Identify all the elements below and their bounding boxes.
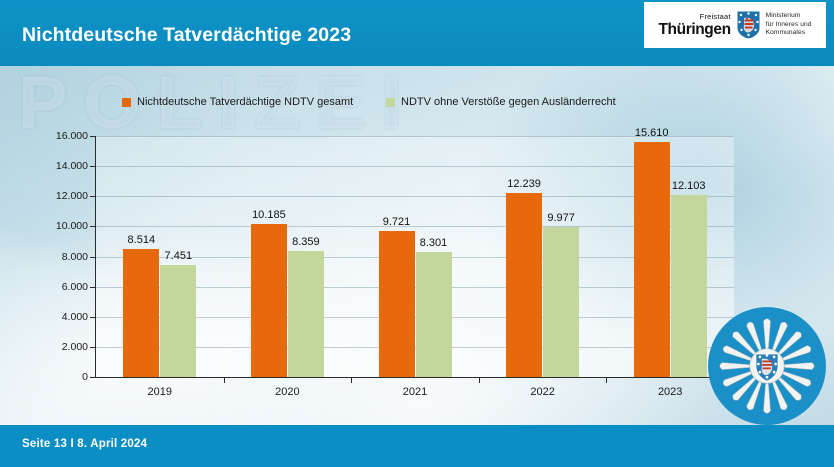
logo-ministry-text: Ministerium für Inneres und Kommunales [766,12,812,39]
y-axis-tick-mark [90,226,95,228]
data-label-2021-series-1: 9.721 [382,215,411,228]
logo-ministry-line-3: Kommunales [765,29,806,37]
y-axis-tick-label: 4.000 [61,310,88,323]
y-axis-tick-label: 12.000 [55,190,88,203]
gridline [96,316,734,318]
x-axis-label-2023: 2023 [657,386,683,398]
gridline [96,226,734,228]
y-axis-tick-mark [90,346,95,348]
thuringia-coat-of-arms-icon [736,10,761,40]
y-axis-tick-mark [90,286,95,288]
polizei-watermark-text: POLIZEI [18,66,418,144]
gridline [96,196,734,198]
gridline [96,286,734,288]
legend-item-ndtv-gesamt[interactable]: Nichtdeutsche Tatverdächtige NDTV gesamt [122,96,353,108]
bar-2023-series-1 [633,141,670,377]
logo-wordmark: Freistaat Thüringen [658,12,731,38]
bar-2022-series-2 [543,226,580,377]
logo-freistaat-text: Freistaat [699,12,731,21]
y-axis-tick-mark [90,256,95,258]
gridline [96,346,734,348]
bar-2021-series-1 [378,230,415,377]
legend-label-ndtv-gesamt: Nichtdeutsche Tatverdächtige NDTV gesamt [137,96,354,108]
data-label-2021-series-2: 8.301 [419,236,448,249]
data-label-2022-series-1: 12.239 [507,177,541,190]
bar-chart: 0 2.000 4.000 6.000 8.000 10.000 12.000 14.000 1… [0,66,834,425]
bar-2021-series-2 [415,251,452,377]
data-label-2023-series-1: 15.610 [634,126,669,139]
x-axis-line [95,377,735,378]
logo-thueringen-text: Thüringen [658,20,731,38]
bar-2020-series-2 [287,251,324,377]
data-label-2023-series-2: 12.103 [671,179,706,192]
data-label-2019-series-2: 7.451 [164,249,193,262]
y-axis-tick-label: 0 [82,371,88,383]
logo-ministry-line-1: Ministerium [765,11,801,19]
footer-page-info: Seite 13 I 8. April 2024 [22,438,148,450]
y-axis-tick-mark [90,316,95,318]
data-label-2022-series-2: 9.977 [547,211,575,224]
y-axis-tick-label: 8.000 [61,250,88,263]
y-axis-tick-mark [90,377,95,378]
gridline [96,136,734,137]
police-star-badge-icon [708,307,826,425]
x-axis-label-2019: 2019 [147,386,173,398]
x-axis-label-2021: 2021 [402,386,428,398]
slide-content-area: POLIZEI Nichtdeutsche Tatverdächtige NDT… [0,66,834,425]
y-axis-tick-label: 14.000 [55,160,88,173]
bar-2020-series-1 [250,223,287,377]
bar-2019-series-2 [160,264,197,377]
legend-item-ndtv-ohne-verstoesse[interactable]: NDTV ohne Verstöße gegen Ausländerrecht [386,96,616,108]
y-axis-tick-mark [90,136,95,137]
y-axis-labels: 0 2.000 4.000 6.000 8.000 10.000 12.000 14.000 1… [8,66,88,425]
bar-2023-series-2 [670,194,707,377]
x-axis-label-2020: 2020 [275,386,300,398]
chart-legend: Nichtdeutsche Tatverdächtige NDTV gesamt… [0,96,834,116]
x-axis-tick-mark [478,377,480,383]
y-axis-line [95,136,96,378]
x-axis-tick-mark [351,377,353,383]
legend-label-ndtv-ohne-verstoesse: NDTV ohne Verstöße gegen Ausländerrecht [401,96,616,108]
data-label-2020-series-2: 8.359 [292,236,320,249]
y-axis-tick-mark [90,196,95,198]
data-label-2019-series-1: 8.514 [127,233,156,246]
slide-footer-bar: Seite 13 I 8. April 2024 [0,425,834,467]
y-axis-tick-label: 6.000 [61,280,88,293]
gridline [96,166,734,168]
y-axis-tick-label: 2.000 [61,340,88,353]
ministry-logo: Freistaat Thüringen Ministerium [644,2,826,48]
bar-2019-series-1 [123,248,160,377]
y-axis-tick-label: 16.000 [55,130,88,142]
data-label-2020-series-1: 10.185 [252,208,286,221]
page-title: Nichtdeutsche Tatverdächtige 2023 [22,24,352,46]
gridline [96,256,734,258]
x-axis-label-2022: 2022 [530,386,555,398]
chart-plot-area [96,136,734,377]
plot-background [96,136,734,377]
y-axis-tick-label: 10.000 [55,220,88,233]
legend-swatch-green-icon [386,97,395,107]
bar-2022-series-1 [506,192,543,377]
x-axis-tick-mark [606,377,608,383]
slide-header-bar: Nichtdeutsche Tatverdächtige 2023 Freist… [0,0,834,66]
x-axis-tick-mark [223,377,225,383]
y-axis-tick-mark [90,166,95,168]
logo-ministry-line-2: für Inneres und [765,20,812,28]
legend-swatch-orange-icon [122,97,131,107]
